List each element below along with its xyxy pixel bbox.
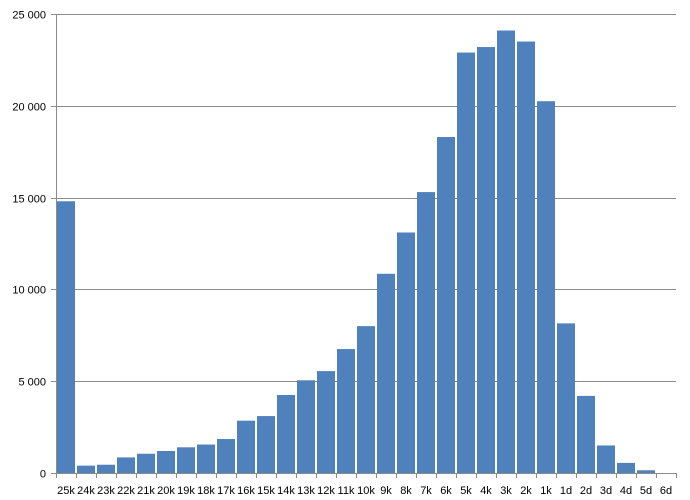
y-tick-label: 5 000 <box>18 377 46 389</box>
bar-1d <box>557 323 575 473</box>
bar-17k <box>217 439 235 473</box>
x-tick-label: 16k <box>237 485 255 497</box>
bar-2k <box>517 41 535 473</box>
x-tick-label: 18k <box>197 485 215 497</box>
y-tick-label: 0 <box>40 469 46 481</box>
bar-4d <box>617 462 635 473</box>
x-tick-label: 14k <box>277 485 295 497</box>
x-tick-label: 13k <box>297 485 315 497</box>
bar-6k <box>437 137 455 473</box>
x-tick-label: 10k <box>357 485 375 497</box>
x-tick-label: 8k <box>400 485 412 497</box>
y-tick-label: 25 000 <box>12 10 46 22</box>
bar-25k <box>57 201 75 473</box>
bar-15k <box>257 416 275 473</box>
x-tick-label: 25k <box>57 485 75 497</box>
x-tick-label: 3d <box>600 485 612 497</box>
bar-16k <box>237 420 255 473</box>
x-tick-label: 15k <box>257 485 275 497</box>
x-tick-label: 6k <box>440 485 452 497</box>
x-tick-label: 2d <box>580 485 592 497</box>
bar-8k <box>397 232 415 473</box>
bar-5d <box>637 470 655 473</box>
bar-10k <box>357 326 375 473</box>
bar-12k <box>317 371 335 473</box>
x-tick-label: 6d <box>660 485 672 497</box>
bar-7k <box>417 192 435 473</box>
x-tick-label: 1k <box>540 485 552 497</box>
x-tick-label: 22k <box>117 485 135 497</box>
x-tick-label: 17k <box>217 485 235 497</box>
bar-20k <box>157 450 175 473</box>
y-tick-label: 20 000 <box>12 102 46 114</box>
x-tick-label: 4d <box>620 485 632 497</box>
x-tick-label: 23k <box>97 485 115 497</box>
bar-9k <box>377 273 395 473</box>
x-tick-label: 21k <box>137 485 155 497</box>
x-tick-labels: 25k 24k 23k 22k 21k 20k 19k 18k 17k 16k 15k 14k 13k 1… <box>57 485 672 497</box>
y-tick-label: 15 000 <box>12 194 46 206</box>
x-tick-label: 4k <box>480 485 492 497</box>
bars <box>57 30 655 474</box>
bar-3k <box>497 30 515 474</box>
x-tick-label: 5d <box>640 485 652 497</box>
x-tick-label: 19k <box>177 485 195 497</box>
x-tick-label: 12k <box>317 485 335 497</box>
x-tick-label: 20k <box>157 485 175 497</box>
bar-2d <box>577 395 595 473</box>
bar-5k <box>457 52 475 474</box>
axes <box>51 14 677 478</box>
bar-3d <box>597 445 615 473</box>
x-tick-label: 7k <box>420 485 432 497</box>
x-tick-label: 5k <box>460 485 472 497</box>
bar-19k <box>177 447 195 473</box>
x-tick-label: 11k <box>338 485 355 497</box>
x-tick-label: 3k <box>500 485 512 497</box>
bar-1k <box>537 101 555 474</box>
bar-4k <box>477 47 495 474</box>
bar-14k <box>277 394 295 473</box>
bar-23k <box>97 464 115 473</box>
bar-24k <box>77 465 95 473</box>
x-tick-label: 2k <box>520 485 532 497</box>
bar-13k <box>297 380 315 473</box>
bar-22k <box>117 457 135 473</box>
x-tick-label: 9k <box>380 485 392 497</box>
x-tick-label: 1d <box>560 485 572 497</box>
x-tick-label: 24k <box>77 485 95 497</box>
y-tick-labels: 0 5 000 10 000 15 000 20 000 25 000 <box>12 10 46 481</box>
bar-11k <box>337 349 355 473</box>
bar-21k <box>137 453 155 473</box>
y-tick-label: 10 000 <box>12 285 46 297</box>
bar-18k <box>197 444 215 473</box>
